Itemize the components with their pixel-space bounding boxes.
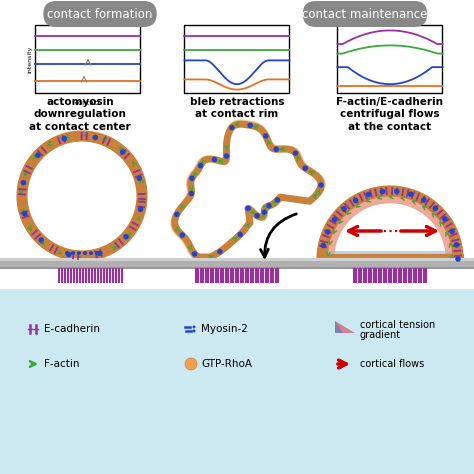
Circle shape: [17, 131, 147, 261]
Circle shape: [66, 252, 72, 257]
Circle shape: [95, 251, 99, 255]
Circle shape: [237, 232, 243, 237]
Circle shape: [421, 197, 427, 203]
Circle shape: [120, 149, 126, 155]
Circle shape: [192, 329, 195, 332]
Circle shape: [180, 232, 185, 238]
Circle shape: [263, 133, 269, 139]
Circle shape: [22, 211, 27, 217]
Circle shape: [174, 211, 180, 217]
Circle shape: [433, 206, 438, 211]
Circle shape: [455, 256, 461, 262]
Circle shape: [212, 157, 217, 162]
Circle shape: [366, 191, 372, 197]
Circle shape: [266, 203, 272, 209]
Text: contact maintenance: contact maintenance: [302, 8, 428, 20]
Circle shape: [92, 135, 98, 140]
Circle shape: [255, 213, 260, 219]
Bar: [36, 25, 140, 93]
Text: cortical flows: cortical flows: [360, 359, 424, 369]
Text: E-cadherin: E-cadherin: [44, 324, 100, 334]
FancyBboxPatch shape: [43, 1, 157, 27]
Polygon shape: [335, 204, 445, 259]
Circle shape: [442, 216, 448, 222]
Circle shape: [189, 175, 195, 181]
Circle shape: [454, 242, 459, 247]
Circle shape: [341, 206, 347, 211]
Circle shape: [449, 228, 455, 234]
Circle shape: [325, 229, 330, 235]
Circle shape: [35, 153, 41, 158]
Circle shape: [138, 207, 143, 212]
Polygon shape: [335, 321, 343, 333]
Circle shape: [38, 237, 44, 243]
Bar: [337, 25, 443, 93]
Polygon shape: [322, 191, 458, 259]
Circle shape: [262, 210, 267, 215]
Circle shape: [224, 153, 229, 159]
Polygon shape: [335, 321, 355, 333]
Circle shape: [198, 163, 203, 168]
Circle shape: [408, 191, 413, 197]
Text: intensity: intensity: [27, 46, 33, 73]
Text: contact formation: contact formation: [47, 8, 153, 20]
Circle shape: [318, 182, 324, 188]
Circle shape: [380, 189, 385, 194]
Circle shape: [62, 136, 67, 141]
Text: gradient: gradient: [360, 330, 401, 340]
Circle shape: [77, 251, 81, 255]
Circle shape: [71, 251, 75, 255]
Circle shape: [273, 146, 279, 152]
Polygon shape: [175, 124, 321, 257]
Text: GTP-RhoA: GTP-RhoA: [201, 359, 252, 369]
Circle shape: [320, 243, 326, 248]
Text: cortical tension: cortical tension: [360, 320, 435, 330]
Circle shape: [245, 206, 251, 211]
Circle shape: [292, 150, 298, 156]
Bar: [0, 289, 474, 474]
Circle shape: [217, 249, 223, 255]
Circle shape: [83, 251, 87, 255]
Circle shape: [394, 189, 400, 194]
Bar: [184, 25, 290, 93]
Text: actomyosin
downregulation
at contact center: actomyosin downregulation at contact cen…: [29, 97, 131, 132]
Text: F-actin: F-actin: [44, 359, 80, 369]
Text: Myosin-2: Myosin-2: [201, 324, 248, 334]
Circle shape: [89, 251, 93, 255]
Circle shape: [137, 175, 142, 181]
Circle shape: [189, 191, 194, 196]
Bar: [327, 251, 453, 259]
Bar: [0, 267, 474, 269]
Circle shape: [27, 141, 137, 251]
Text: contact: contact: [75, 100, 101, 106]
Circle shape: [123, 234, 129, 239]
Circle shape: [247, 123, 253, 128]
Circle shape: [274, 197, 280, 203]
Circle shape: [353, 198, 358, 203]
FancyBboxPatch shape: [303, 1, 427, 27]
Circle shape: [97, 251, 102, 256]
Circle shape: [229, 125, 235, 130]
Text: bleb retractions
at contact rim: bleb retractions at contact rim: [190, 97, 284, 119]
Circle shape: [21, 180, 26, 185]
Circle shape: [302, 165, 308, 171]
Circle shape: [192, 251, 197, 257]
Circle shape: [192, 326, 195, 328]
Polygon shape: [171, 120, 325, 261]
Circle shape: [185, 358, 197, 370]
Bar: [0, 258, 474, 261]
Bar: [0, 259, 474, 269]
Circle shape: [332, 217, 337, 222]
Circle shape: [65, 251, 69, 255]
Text: F-actin/E-cadherin
centrifugal flows
at the contact: F-actin/E-cadherin centrifugal flows at …: [337, 97, 444, 132]
